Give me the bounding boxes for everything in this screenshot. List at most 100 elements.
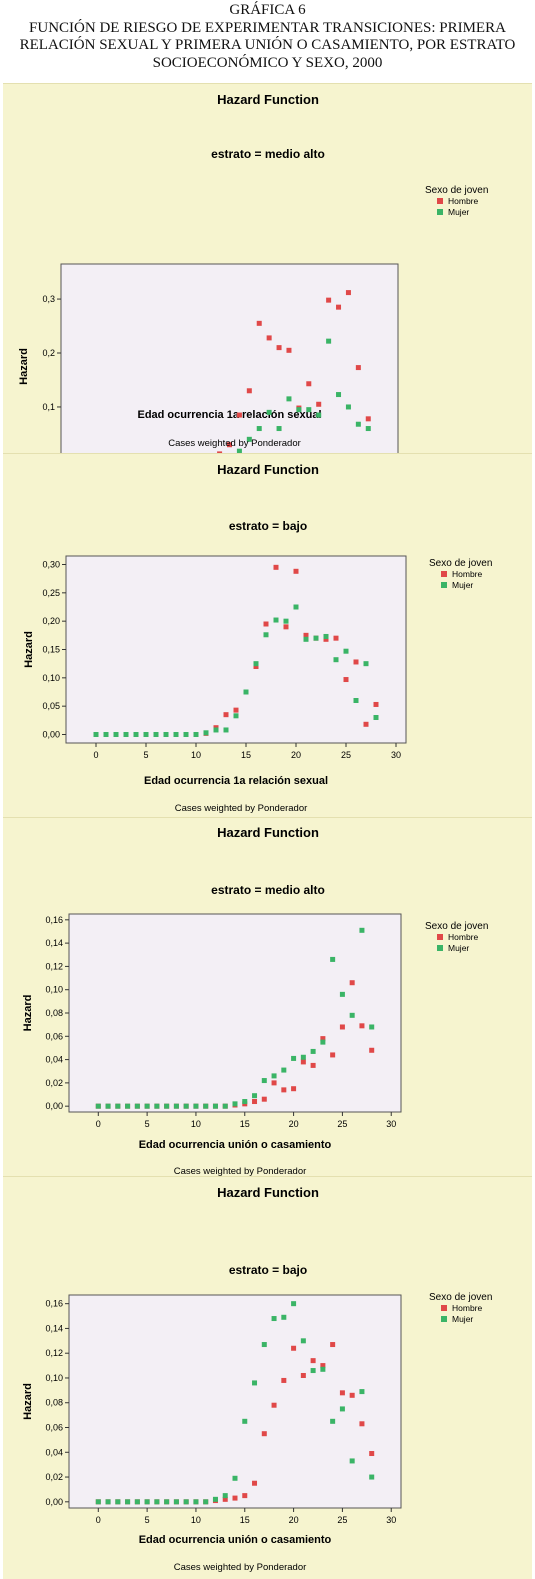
data-point-hombre — [353, 659, 359, 665]
data-point-hombre — [345, 290, 351, 296]
data-point-hombre — [273, 564, 279, 570]
data-point-mujer — [369, 1024, 375, 1030]
data-point-mujer — [323, 633, 329, 639]
data-point-hombre — [326, 297, 332, 303]
data-point-mujer — [123, 732, 129, 737]
legend-swatch-mujer — [441, 582, 447, 588]
data-point-mujer — [252, 1093, 258, 1099]
data-point-mujer — [271, 1316, 277, 1322]
data-point-mujer — [320, 1039, 326, 1045]
chart-subtitle: estrato = medio alto — [211, 883, 325, 897]
plot-area — [68, 1294, 402, 1509]
data-point-mujer — [291, 1055, 297, 1061]
chart-svg-3: Hazard Function estrato = medio alto 0 5 10 1… — [22, 825, 488, 1177]
legend-label-hombre: Hombre — [452, 569, 483, 579]
legend-label-hombre: Hombre — [448, 196, 479, 206]
data-point-mujer — [359, 927, 365, 933]
data-point-mujer — [320, 1366, 326, 1372]
data-point-mujer — [316, 412, 322, 418]
y-tick-label: 0,1 — [42, 402, 55, 412]
y-tick-label: 0,16 — [45, 915, 63, 925]
data-point-mujer — [203, 730, 209, 736]
data-point-mujer — [233, 713, 239, 719]
legend-swatch-hombre — [437, 198, 443, 204]
figure-title-line-1: FUNCIÓN DE RIESGO DE EXPERIMENTAR TRANSI… — [29, 19, 506, 36]
data-point-mujer — [310, 1368, 316, 1374]
data-point-mujer — [300, 1054, 306, 1060]
data-point-mujer — [115, 1499, 121, 1505]
chart-title: Hazard Function — [217, 462, 319, 477]
data-point-hombre — [373, 701, 379, 707]
data-point-mujer — [236, 448, 242, 454]
chart-subtitle: estrato = bajo — [229, 1263, 307, 1277]
x-axis-label: Edad ocurrencia unión o casamiento — [139, 1534, 332, 1546]
data-point-mujer — [242, 1418, 248, 1424]
data-point-hombre — [263, 621, 269, 627]
data-point-mujer — [212, 1103, 218, 1109]
data-point-mujer — [93, 732, 99, 737]
data-point-hombre — [233, 707, 239, 713]
y-axis-label: Hazard — [23, 631, 35, 668]
data-point-mujer — [349, 1012, 355, 1018]
chart-subtitle: estrato = medio alto — [211, 147, 325, 161]
data-point-mujer — [203, 1499, 209, 1505]
data-point-hombre — [330, 1052, 336, 1058]
x-tick-label: 25 — [337, 1119, 347, 1129]
series-mujer — [93, 604, 379, 737]
data-point-mujer — [144, 1499, 150, 1505]
x-tick-label: 10 — [191, 750, 201, 760]
legend-swatch-hombre — [437, 934, 443, 940]
data-point-mujer — [291, 1301, 297, 1307]
data-point-mujer — [261, 1342, 267, 1348]
x-tick-label: 15 — [240, 1515, 250, 1525]
figure-label: GRÁFICA 6 — [229, 2, 306, 18]
data-point-mujer — [306, 407, 312, 413]
data-point-mujer — [154, 1499, 160, 1505]
chart-svg-4: Hazard Function estrato = bajo 0 5 10 15 20 25 3… — [22, 1185, 492, 1573]
data-point-hombre — [261, 1096, 267, 1102]
legend-title: Sexo de joven — [425, 185, 488, 196]
x-tick-label: 25 — [337, 1515, 347, 1525]
data-point-hombre — [333, 635, 339, 641]
data-point-mujer — [183, 1103, 189, 1109]
data-point-hombre — [320, 1036, 326, 1042]
y-tick-label: 0,10 — [45, 985, 63, 995]
data-point-mujer — [252, 1380, 258, 1386]
x-axis-label: Edad ocurrencia unión o casamiento — [139, 1139, 332, 1151]
data-point-mujer — [369, 1474, 375, 1480]
y-tick-label: 0,30 — [42, 560, 60, 570]
y-tick-label: 0,16 — [45, 1299, 63, 1309]
data-point-hombre — [281, 1087, 287, 1093]
x-tick-label: 25 — [341, 750, 351, 760]
y-tick-label: 0,25 — [42, 588, 60, 598]
x-tick-label: 5 — [145, 1119, 150, 1129]
data-point-mujer — [173, 732, 179, 737]
legend-title: Sexo de joven — [429, 1292, 492, 1303]
data-point-mujer — [173, 1499, 179, 1505]
data-point-mujer — [95, 1103, 101, 1109]
data-point-mujer — [261, 1078, 267, 1084]
y-tick-label: 0,05 — [42, 701, 60, 711]
data-point-hombre — [271, 1402, 277, 1408]
data-point-mujer — [256, 426, 262, 432]
data-point-mujer — [213, 727, 219, 733]
data-point-mujer — [125, 1499, 131, 1505]
data-point-hombre — [246, 388, 252, 394]
legend-swatch-hombre — [441, 571, 447, 577]
data-point-hombre — [303, 632, 309, 638]
data-point-mujer — [276, 426, 282, 432]
data-point-hombre — [323, 636, 329, 642]
figure-title-line-3: SOCIOECONÓMICO Y SEXO, 2000 — [152, 54, 383, 71]
data-point-hombre — [227, 442, 232, 448]
legend-label-mujer: Mujer — [448, 207, 469, 217]
data-point-hombre — [252, 1099, 258, 1105]
data-point-mujer — [263, 632, 269, 638]
series-mujer — [95, 927, 375, 1109]
data-point-mujer — [281, 1314, 287, 1320]
data-point-mujer — [266, 409, 272, 415]
data-point-hombre — [283, 624, 289, 630]
data-point-mujer — [353, 698, 359, 703]
y-tick-label: 0,10 — [42, 673, 60, 683]
figure-header: GRÁFICA 6 FUNCIÓN DE RIESGO DE EXPERIMEN… — [0, 2, 535, 72]
